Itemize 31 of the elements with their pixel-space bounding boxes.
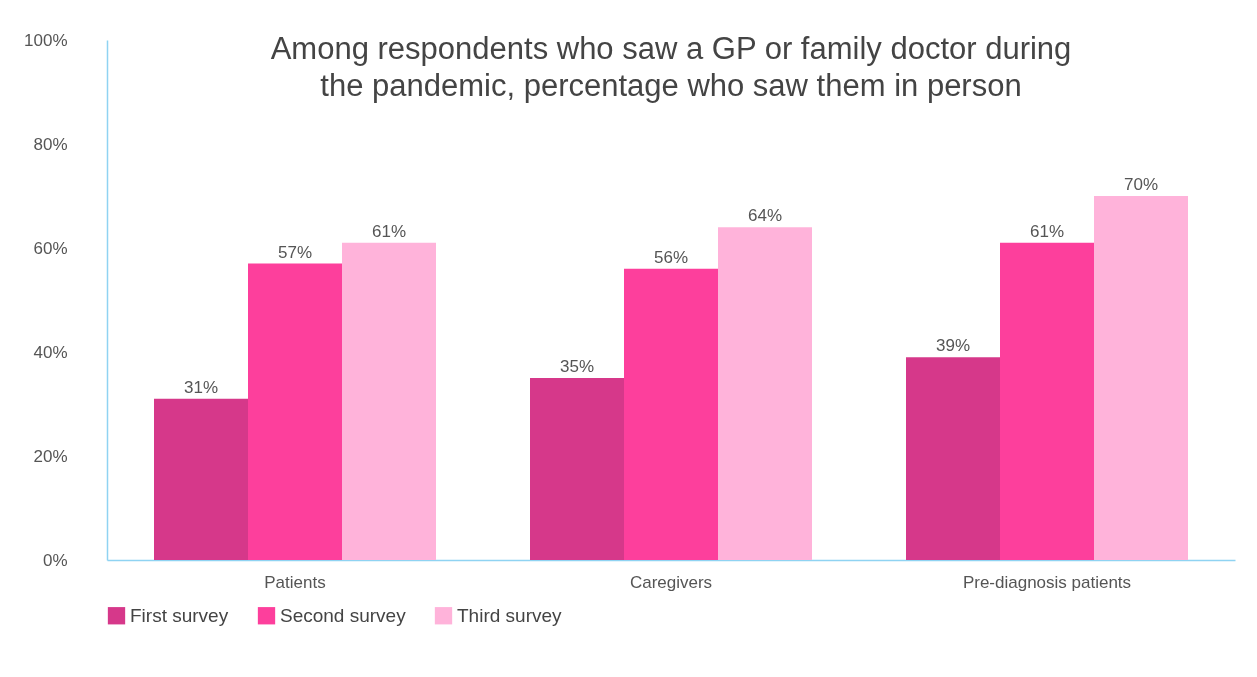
data-label: 61% [371, 221, 407, 241]
data-label: 57% [277, 242, 313, 262]
bar [624, 268, 718, 560]
data-label: 70% [1123, 175, 1159, 194]
legend-label: Second survey [280, 604, 407, 626]
data-label: 35% [559, 357, 595, 376]
bar [154, 398, 248, 560]
bar [530, 378, 624, 560]
bar [1000, 242, 1094, 560]
y-tick-label: 40% [33, 342, 68, 362]
y-tick-label: 0% [42, 550, 68, 570]
bar [248, 263, 342, 560]
y-tick-label: 60% [33, 238, 68, 258]
data-label: 31% [183, 377, 219, 397]
bar [718, 227, 812, 560]
bar [1094, 196, 1188, 560]
data-label: 61% [1029, 221, 1065, 241]
bar [342, 242, 436, 560]
chart-title: Among respondents who saw a GP or family doctor during the pandemic, percentage who saw them in person [270, 31, 1072, 103]
x-tick-label: Patients [264, 572, 326, 592]
y-tick-label: 20% [33, 446, 68, 466]
data-label: 39% [935, 336, 971, 356]
x-tick-label: Pre-diagnosis patients [962, 572, 1132, 592]
data-label: 56% [653, 247, 689, 267]
y-tick-label: 100% [24, 30, 68, 50]
legend-label: First survey [130, 604, 229, 626]
x-tick-label: Caregivers [629, 572, 713, 592]
bar [906, 357, 1000, 560]
y-tick-label: 80% [33, 134, 68, 154]
legend-label: Third survey [457, 604, 563, 626]
data-label: 64% [747, 206, 783, 226]
